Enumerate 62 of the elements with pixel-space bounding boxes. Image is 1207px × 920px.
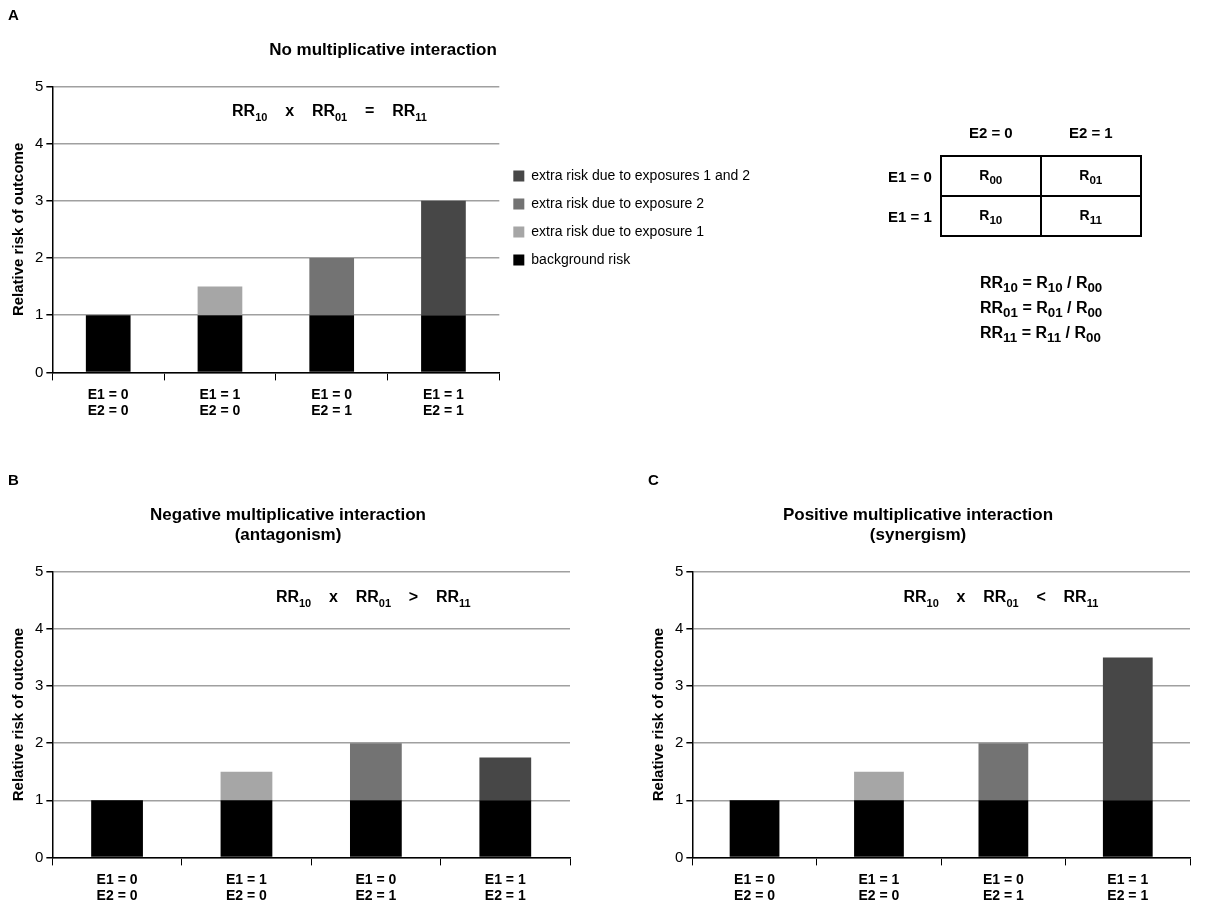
text: RR$_{11}$ = R$_{11}$ / R$_{00}$ bbox=[980, 323, 1102, 348]
x-tick-label: E1 = 1 E2 = 1 bbox=[423, 385, 465, 419]
x-tick-label: E1 = 1 E2 = 0 bbox=[199, 385, 241, 419]
y-tick-label: 4 bbox=[35, 133, 44, 151]
bar bbox=[479, 757, 532, 801]
x-tick-label: E1 = 1 E2 = 0 bbox=[226, 870, 268, 904]
text: RR$_{01}$ = R$_{01}$ / R$_{00}$ bbox=[980, 298, 1104, 323]
x-tick-label: E1 = 1 E2 = 1 bbox=[484, 870, 526, 904]
x-tick-label: E1 = 0 E2 = 1 bbox=[982, 870, 1025, 904]
y-tick-label: 2 bbox=[675, 733, 684, 751]
text: B bbox=[8, 471, 19, 488]
y-tick-label: 3 bbox=[35, 190, 44, 208]
text: E2 = 1 bbox=[1068, 124, 1113, 141]
text: R$_{00}$ bbox=[979, 166, 1003, 186]
y-tick-label: 5 bbox=[35, 561, 44, 579]
y-tick-label: 2 bbox=[35, 733, 44, 751]
bar bbox=[350, 743, 402, 801]
y-tick-label: 2 bbox=[35, 248, 44, 266]
y-tick-label: 4 bbox=[675, 619, 684, 637]
text: R$_{10}$ bbox=[979, 206, 1003, 226]
text: E1 = 1 bbox=[888, 207, 932, 225]
y-tick-label: 0 bbox=[675, 847, 684, 865]
x-tick-label: E1 = 1 E2 = 1 bbox=[1107, 870, 1149, 904]
chart-title: No multiplicative interaction bbox=[269, 39, 497, 59]
text: R$_{11}$ bbox=[1079, 206, 1103, 226]
text: C bbox=[648, 471, 659, 488]
y-tick-label: 0 bbox=[35, 362, 44, 380]
y-tick-label: 5 bbox=[675, 561, 684, 579]
text: R$_{01}$ bbox=[1079, 166, 1103, 186]
legend-label: extra risk due to exposures 1 and 2 bbox=[531, 166, 751, 183]
bar bbox=[978, 743, 1029, 801]
y-axis-title: Relative risk of outcome bbox=[9, 142, 27, 317]
y-tick-label: 1 bbox=[35, 305, 44, 323]
text: E2 = 0 bbox=[968, 124, 1013, 141]
x-tick-label: E1 = 0 E2 = 0 bbox=[734, 870, 776, 904]
legend-label: background risk bbox=[531, 250, 632, 267]
y-tick-label: 1 bbox=[675, 790, 684, 808]
y-tick-label: 1 bbox=[35, 790, 44, 808]
bar bbox=[309, 258, 355, 316]
legend-label: extra risk due to exposure 2 bbox=[531, 194, 705, 211]
x-tick-label: E1 = 0 E2 = 0 bbox=[96, 870, 138, 904]
y-tick-label: 3 bbox=[675, 676, 684, 694]
bar bbox=[1102, 657, 1153, 801]
chart-title: Negative multiplicative interaction (antagonism) bbox=[150, 504, 426, 545]
y-tick-label: 0 bbox=[35, 847, 44, 865]
x-tick-label: E1 = 0 E2 = 1 bbox=[355, 870, 397, 904]
bar bbox=[421, 200, 466, 316]
x-tick-label: E1 = 1 E2 = 0 bbox=[858, 870, 900, 904]
x-tick-label: E1 = 0 E2 = 0 bbox=[87, 385, 129, 419]
y-tick-label: 3 bbox=[35, 676, 44, 694]
x-tick-label: E1 = 0 E2 = 1 bbox=[311, 385, 353, 419]
bar bbox=[220, 771, 273, 801]
legend-label: extra risk due to exposure 1 bbox=[531, 222, 705, 239]
text: E1 = 0 bbox=[888, 167, 932, 185]
chart-title: Positive multiplicative interaction (synergism) bbox=[782, 504, 1054, 545]
text: RR$_{10}$ = R$_{10}$ / R$_{00}$ bbox=[980, 273, 1104, 298]
bar bbox=[854, 771, 904, 801]
y-tick-label: 4 bbox=[35, 619, 44, 637]
y-axis-title: Relative risk of outcome bbox=[9, 627, 27, 802]
y-axis-title: Relative risk of outcome bbox=[649, 627, 667, 802]
text: A bbox=[8, 6, 19, 23]
y-tick-label: 5 bbox=[35, 76, 44, 94]
